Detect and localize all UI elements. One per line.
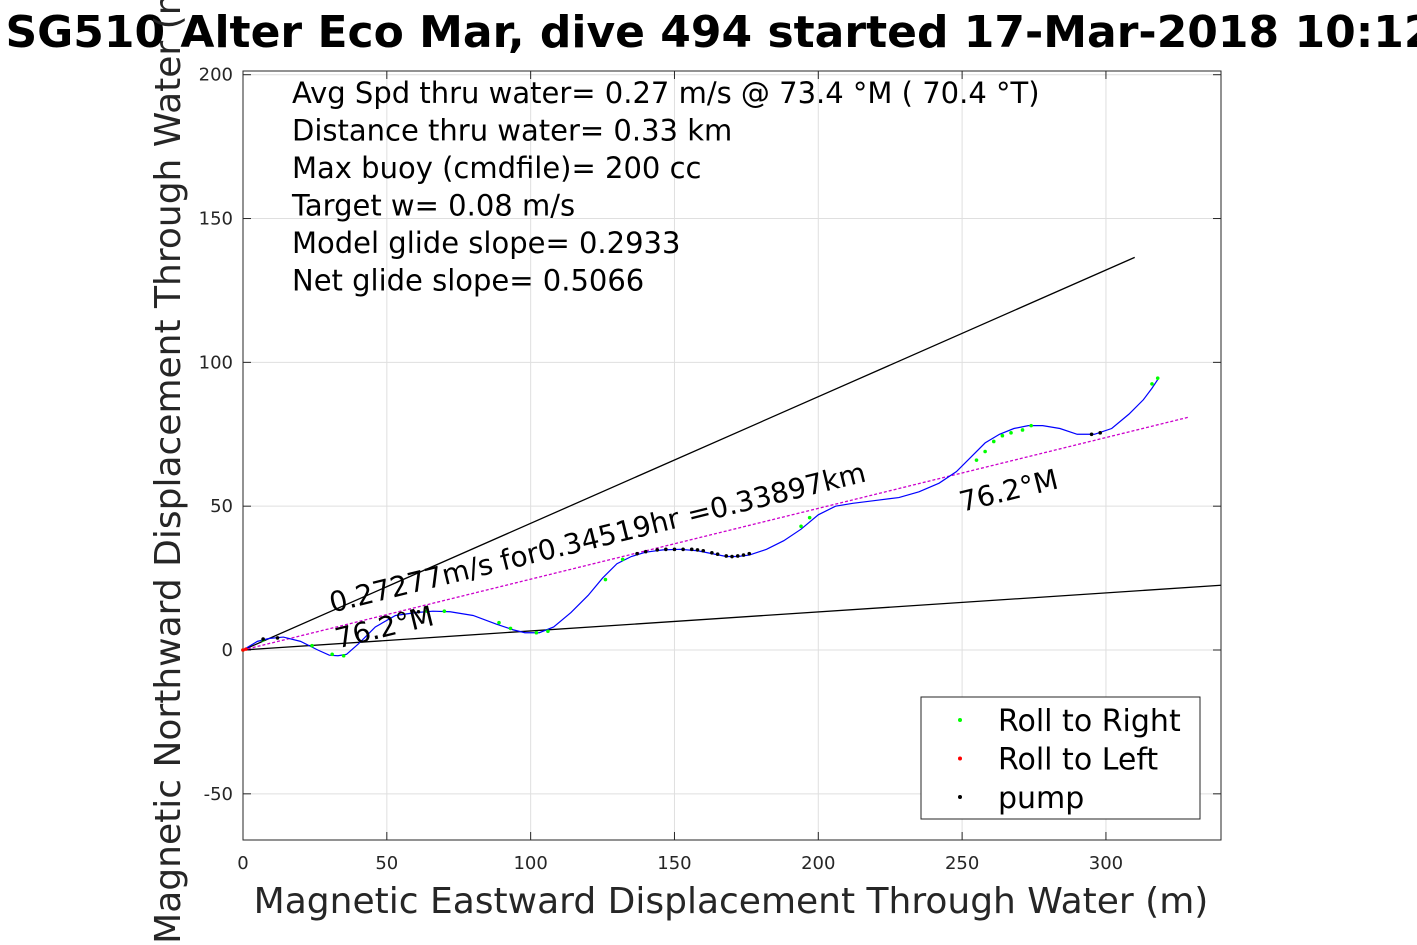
legend-entry-label: Roll to Right — [998, 704, 1181, 739]
marker-roll-to-right — [1150, 382, 1154, 386]
y-tick-label: 0 — [222, 640, 233, 661]
legend-swatch — [958, 756, 962, 761]
marker-pump — [701, 548, 706, 553]
legend-swatch — [958, 795, 962, 799]
marker-pump — [1098, 431, 1102, 435]
marker-roll-to-right — [546, 629, 550, 634]
marker-roll-to-right — [1000, 433, 1005, 438]
y-axis-label: Magnetic Northward Displacement Through … — [148, 0, 189, 944]
marker-roll-to-right — [1155, 376, 1160, 380]
marker-pump — [741, 553, 746, 557]
marker-roll-to-right — [1020, 428, 1025, 432]
legend-entry-label: pump — [998, 781, 1084, 816]
marker-pump — [710, 550, 714, 555]
chart-title: SG510 Alter Eco Mar, dive 494 started 17… — [5, 7, 1417, 58]
marker-pump — [1089, 432, 1094, 437]
info-line: Target w= 0.08 m/s — [291, 189, 575, 223]
marker-roll-to-right — [983, 449, 987, 454]
marker-pump — [735, 554, 740, 558]
marker-pump — [681, 547, 685, 552]
legend-swatch — [958, 718, 962, 722]
marker-pump — [664, 547, 668, 552]
marker-roll-to-right — [620, 557, 625, 562]
x-tick-label: 50 — [375, 853, 398, 874]
legend-entry-label: Roll to Left — [998, 743, 1158, 778]
info-line: Distance thru water= 0.33 km — [292, 114, 732, 148]
plot-area-frame — [242, 70, 1222, 841]
y-tick-label: 100 — [199, 352, 233, 373]
info-line: Avg Spd thru water= 0.27 m/s @ 73.4 °M (… — [292, 76, 1040, 110]
grid-lines — [242, 71, 1221, 840]
x-tick-label: 100 — [513, 853, 547, 874]
x-tick-label: 300 — [1089, 853, 1123, 874]
marker-pump — [416, 609, 421, 614]
y-tick-label: 50 — [210, 496, 233, 517]
y-tick-label: 150 — [199, 209, 233, 230]
reference-line-upper-envelope — [242, 256, 1135, 651]
marker-roll-to-right — [310, 643, 314, 648]
marker-pump — [747, 551, 752, 556]
x-tick-label: 150 — [657, 853, 691, 874]
reference-line-mean-heading — [242, 416, 1190, 651]
marker-roll-to-right — [799, 524, 803, 529]
marker-pump — [672, 547, 677, 552]
slope-annotations: 0.27277m/s for0.34519hr =0.33897km76.2°M… — [326, 456, 1061, 655]
marker-pump — [655, 548, 660, 552]
marker-roll-to-right — [807, 515, 812, 520]
marker-pump — [730, 554, 734, 559]
axis-ticks: 0 50 100 150 200 250 300 -50 0 50 100 150 200 — [199, 65, 1221, 874]
marker-pump — [275, 636, 280, 640]
x-tick-label: 0 — [237, 853, 248, 874]
info-line: Model glide slope= 0.2933 — [292, 226, 680, 260]
y-tick-label: -50 — [204, 784, 233, 805]
info-line: Net glide slope= 0.5066 — [292, 264, 644, 298]
marker-roll-to-left — [241, 648, 245, 652]
marker-pump — [635, 551, 639, 556]
marker-roll-to-right — [534, 630, 539, 635]
info-line: Max buoy (cmdfile)= 200 cc — [292, 151, 701, 185]
marker-roll-to-right — [603, 577, 608, 582]
x-tick-label: 200 — [801, 853, 835, 874]
x-axis-label: Magnetic Eastward Displacement Through W… — [254, 881, 1209, 922]
marker-roll-to-right — [508, 626, 513, 631]
reference-line-lower-envelope — [242, 584, 1222, 651]
x-tick-label: 250 — [945, 853, 979, 874]
info-text-block: Avg Spd thru water= 0.27 m/s @ 73.4 °M (… — [291, 76, 1040, 298]
marker-roll-to-right — [974, 458, 979, 462]
reference-lines — [242, 256, 1222, 651]
marker-roll-to-right — [330, 652, 334, 657]
marker-pump — [261, 637, 265, 641]
marker-roll-to-right — [1029, 423, 1033, 428]
marker-pump — [715, 552, 720, 557]
track-markers — [241, 376, 1160, 658]
marker-pump — [695, 548, 700, 552]
marker-roll-to-right — [991, 439, 996, 444]
marker-pump — [689, 547, 694, 552]
marker-roll-to-right — [341, 653, 346, 658]
marker-pump — [724, 554, 729, 558]
marker-roll-to-right — [442, 609, 447, 613]
marker-roll-to-right — [425, 609, 429, 613]
marker-roll-to-right — [497, 620, 501, 625]
marker-roll-to-left — [244, 647, 248, 651]
legend-box — [920, 696, 1201, 820]
marker-roll-to-right — [1009, 431, 1013, 435]
y-tick-label: 200 — [199, 65, 233, 86]
marker-pump — [643, 549, 648, 554]
